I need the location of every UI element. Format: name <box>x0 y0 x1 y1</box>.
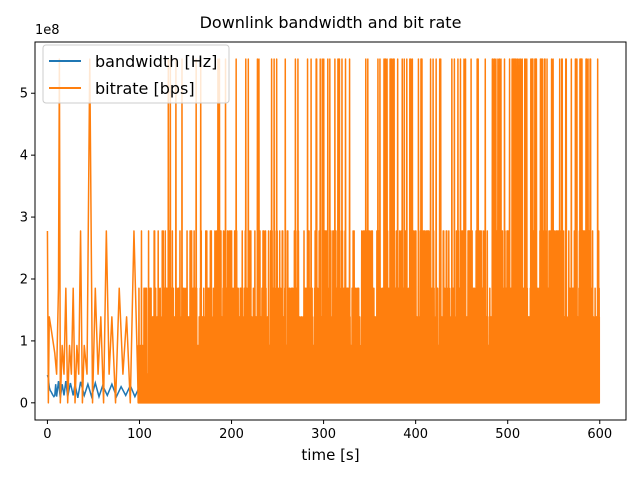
y-tick-label: 3 <box>20 211 28 226</box>
x-tick-label: 100 <box>127 427 152 442</box>
x-tick-label: 200 <box>219 427 244 442</box>
x-tick-label: 500 <box>495 427 520 442</box>
legend: bandwidth [Hz] bitrate [bps] <box>42 44 230 104</box>
legend-box <box>42 44 230 104</box>
y-tick-label: 5 <box>20 87 28 102</box>
y-tick-label: 1 <box>20 334 28 349</box>
legend-label: bitrate [bps] <box>95 79 195 98</box>
x-tick-label: 300 <box>311 427 336 442</box>
y-tick-label: 0 <box>20 396 28 411</box>
axes-frame <box>34 41 627 421</box>
x-tick-label: 600 <box>587 427 612 442</box>
x-axis-label: time [s] <box>301 446 359 464</box>
y-tick-label: 2 <box>20 272 28 287</box>
series-layer <box>46 58 601 404</box>
chart-title: Downlink bandwidth and bit rate <box>200 13 462 32</box>
y-offset-label: 1e8 <box>35 23 60 38</box>
ticks-layer: 0 100 200 300 400 500 600 0 1 2 3 4 5 <box>20 87 612 442</box>
series-line-bitrate <box>46 58 601 404</box>
x-tick-label: 400 <box>403 427 428 442</box>
legend-label: bandwidth [Hz] <box>95 52 217 71</box>
x-tick-label: 0 <box>43 427 51 442</box>
y-tick-label: 4 <box>20 149 28 164</box>
series-line-bandwidth <box>46 374 159 400</box>
